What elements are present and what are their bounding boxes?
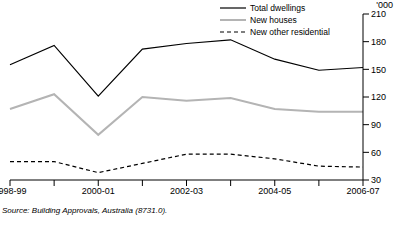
svg-text:2004-05: 2004-05 [258,186,291,196]
svg-text:180: 180 [371,37,386,47]
svg-text:2006-07: 2006-07 [346,186,379,196]
svg-text:150: 150 [371,65,386,75]
svg-text:30: 30 [371,175,381,185]
svg-text:120: 120 [371,92,386,102]
svg-text:2002-03: 2002-03 [170,186,203,196]
html-text:Source: Building Approvals, Au: Source: Building Approvals, Australia (8… [2,206,168,215]
html-text:'000: '000 [376,0,393,10]
svg-text:2000-01: 2000-01 [82,186,115,196]
svg-text:1998-99: 1998-99 [8,186,27,196]
svg-text:90: 90 [371,120,381,130]
html-text:Total dwellings: Total dwellings [250,3,306,13]
html-text:New other residential: New other residential [250,27,330,37]
svg-text:60: 60 [371,148,381,158]
html-text:New houses: New houses [250,15,297,25]
svg-text:210: 210 [371,9,386,19]
